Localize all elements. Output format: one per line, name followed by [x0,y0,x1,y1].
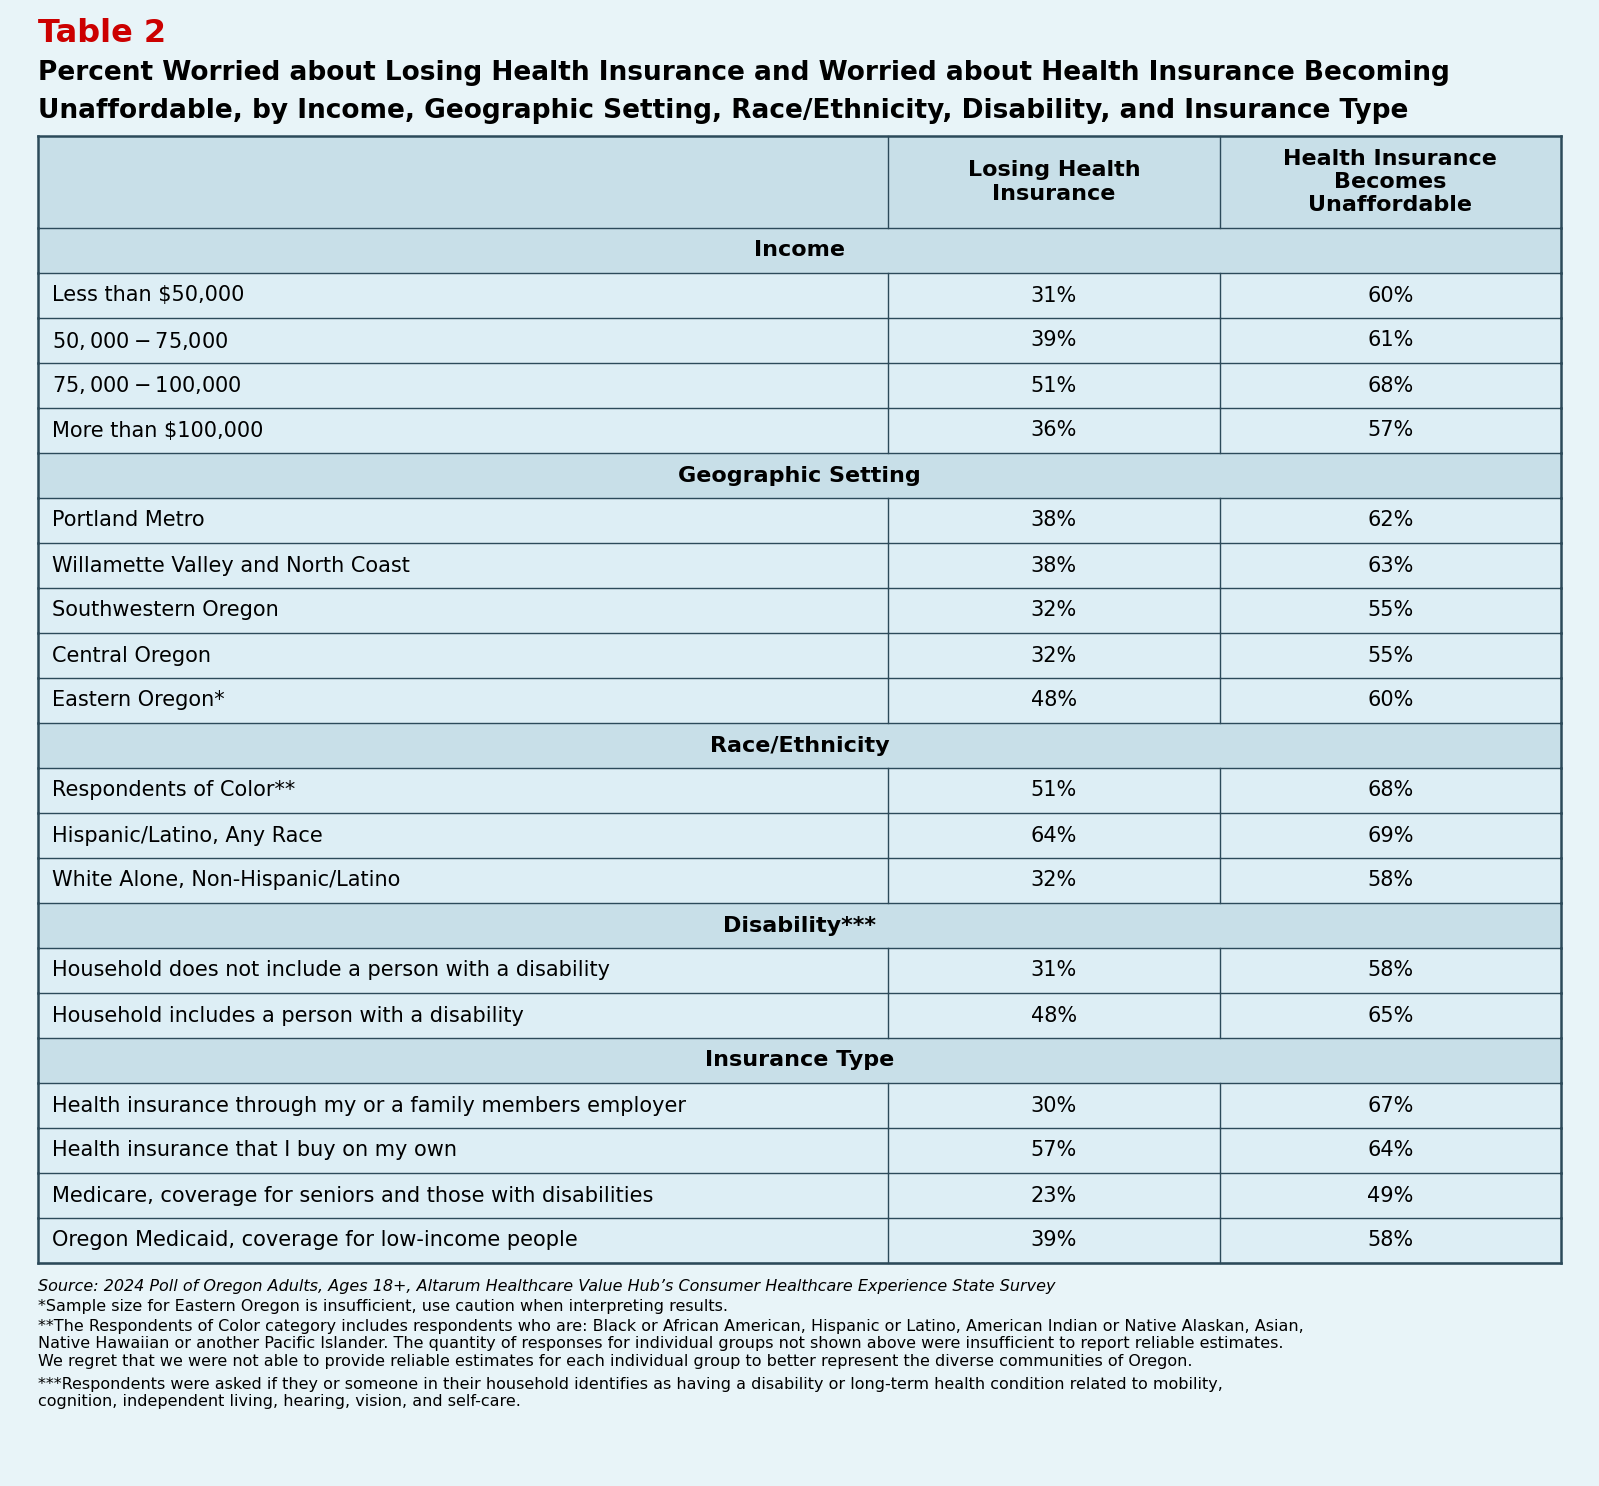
Text: 32%: 32% [1031,600,1078,621]
Text: 57%: 57% [1367,421,1414,440]
Bar [38,1083,1561,1128]
Text: Race/Ethnicity: Race/Ethnicity [710,736,889,755]
Text: 60%: 60% [1367,691,1414,710]
Text: Hispanic/Latino, Any Race: Hispanic/Latino, Any Race [53,826,323,846]
Text: 39%: 39% [1031,330,1078,351]
Bar [38,724,1561,768]
Text: Unaffordable, by Income, Geographic Setting, Race/Ethnicity, Disability, and Ins: Unaffordable, by Income, Geographic Sett… [38,98,1409,123]
Text: 32%: 32% [1031,645,1078,666]
Bar [38,993,1561,1039]
Text: 68%: 68% [1367,780,1414,801]
Bar [38,1172,1561,1219]
Bar [38,227,1561,273]
Text: Less than $50,000: Less than $50,000 [53,285,245,306]
Bar [38,409,1561,453]
Bar [38,678,1561,724]
Text: Oregon Medicaid, coverage for low-income people: Oregon Medicaid, coverage for low-income… [53,1230,577,1251]
Text: 64%: 64% [1367,1140,1414,1161]
Text: Table 2: Table 2 [38,18,166,49]
Text: Respondents of Color**: Respondents of Color** [53,780,296,801]
Text: 60%: 60% [1367,285,1414,306]
Bar [38,498,1561,542]
Text: Medicare, coverage for seniors and those with disabilities: Medicare, coverage for seniors and those… [53,1186,654,1205]
Bar [38,137,1561,227]
Text: Portland Metro: Portland Metro [53,511,205,531]
Text: 30%: 30% [1031,1095,1078,1116]
Text: 51%: 51% [1031,376,1078,395]
Text: 31%: 31% [1031,960,1078,981]
Text: 67%: 67% [1367,1095,1414,1116]
Text: Income: Income [755,241,844,260]
Text: 36%: 36% [1031,421,1078,440]
Text: $50,000 - $75,000: $50,000 - $75,000 [53,330,229,352]
Text: 49%: 49% [1367,1186,1414,1205]
Text: 38%: 38% [1031,556,1076,575]
Text: 48%: 48% [1031,1006,1076,1025]
Text: 55%: 55% [1367,645,1414,666]
Text: 51%: 51% [1031,780,1078,801]
Bar [38,813,1561,857]
Text: Insurance Type: Insurance Type [705,1051,894,1070]
Text: 31%: 31% [1031,285,1078,306]
Text: 23%: 23% [1031,1186,1078,1205]
Bar [38,1219,1561,1263]
Text: Disability***: Disability*** [723,915,876,936]
Text: More than $100,000: More than $100,000 [53,421,264,440]
Bar [38,542,1561,588]
Text: 64%: 64% [1031,826,1078,846]
Bar [38,273,1561,318]
Bar [38,1039,1561,1083]
Text: 58%: 58% [1367,960,1414,981]
Text: 38%: 38% [1031,511,1076,531]
Text: 55%: 55% [1367,600,1414,621]
Bar [38,768,1561,813]
Text: **The Respondents of Color category includes respondents who are: Black or Afric: **The Respondents of Color category incl… [38,1320,1303,1369]
Text: 32%: 32% [1031,871,1078,890]
Text: 65%: 65% [1367,1006,1414,1025]
Text: ***Respondents were asked if they or someone in their household identifies as ha: ***Respondents were asked if they or som… [38,1378,1223,1409]
Bar [38,633,1561,678]
Bar [38,588,1561,633]
Text: White Alone, Non-Hispanic/Latino: White Alone, Non-Hispanic/Latino [53,871,400,890]
Text: 68%: 68% [1367,376,1414,395]
Bar [38,453,1561,498]
Text: Geographic Setting: Geographic Setting [678,465,921,486]
Bar [38,1128,1561,1172]
Bar [38,318,1561,363]
Text: 58%: 58% [1367,871,1414,890]
Text: 57%: 57% [1031,1140,1078,1161]
Text: Willamette Valley and North Coast: Willamette Valley and North Coast [53,556,409,575]
Text: 69%: 69% [1367,826,1414,846]
Text: 58%: 58% [1367,1230,1414,1251]
Text: $75,000 - $100,000: $75,000 - $100,000 [53,374,241,397]
Text: Source: 2024 Poll of Oregon Adults, Ages 18+, Altarum Healthcare Value Hub’s Con: Source: 2024 Poll of Oregon Adults, Ages… [38,1279,1055,1294]
Text: Losing Health
Insurance: Losing Health Insurance [967,160,1140,204]
Text: Central Oregon: Central Oregon [53,645,211,666]
Text: 61%: 61% [1367,330,1414,351]
Bar [38,948,1561,993]
Text: *Sample size for Eastern Oregon is insufficient, use caution when interpreting r: *Sample size for Eastern Oregon is insuf… [38,1299,728,1314]
Text: Health insurance through my or a family members employer: Health insurance through my or a family … [53,1095,686,1116]
Text: Health Insurance
Becomes
Unaffordable: Health Insurance Becomes Unaffordable [1284,149,1497,215]
Bar [38,363,1561,409]
Text: Household does not include a person with a disability: Household does not include a person with… [53,960,609,981]
Text: Percent Worried about Losing Health Insurance and Worried about Health Insurance: Percent Worried about Losing Health Insu… [38,59,1450,86]
Bar [38,857,1561,903]
Text: Health insurance that I buy on my own: Health insurance that I buy on my own [53,1140,457,1161]
Text: 63%: 63% [1367,556,1414,575]
Text: Eastern Oregon*: Eastern Oregon* [53,691,224,710]
Bar [38,903,1561,948]
Text: 39%: 39% [1031,1230,1078,1251]
Text: 48%: 48% [1031,691,1076,710]
Text: Household includes a person with a disability: Household includes a person with a disab… [53,1006,524,1025]
Text: Southwestern Oregon: Southwestern Oregon [53,600,278,621]
Text: 62%: 62% [1367,511,1414,531]
